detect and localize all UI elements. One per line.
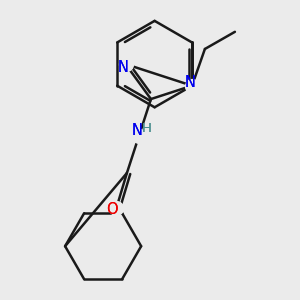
Text: N: N	[184, 75, 195, 90]
Text: N: N	[132, 123, 142, 138]
Text: O: O	[106, 202, 118, 217]
Text: H: H	[142, 122, 152, 135]
Text: O: O	[106, 202, 118, 217]
Text: N: N	[118, 60, 129, 75]
Text: N: N	[132, 123, 142, 138]
Text: N: N	[184, 75, 195, 90]
Text: N: N	[118, 60, 129, 75]
Text: H: H	[142, 122, 152, 135]
